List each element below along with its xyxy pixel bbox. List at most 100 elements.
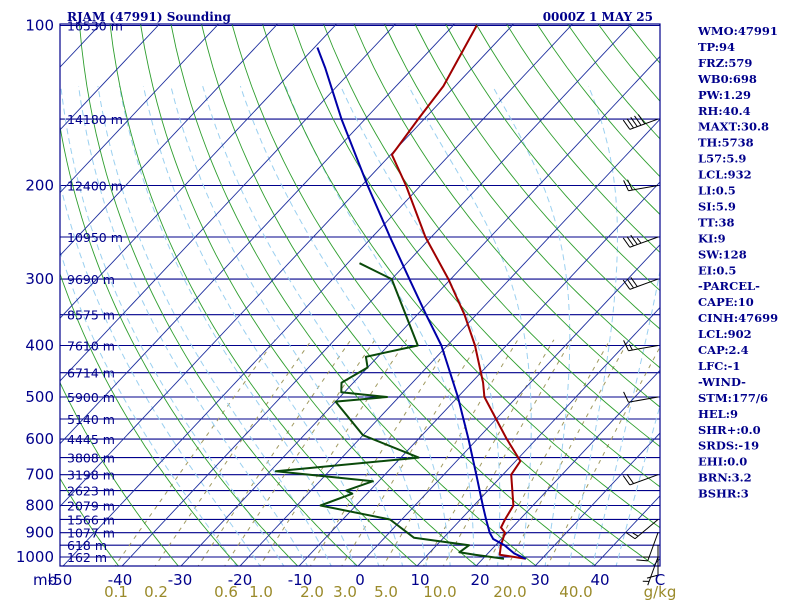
isotherm-0 [357, 244, 660, 566]
wind-barb-flag [623, 180, 629, 191]
indices-panel: WMO:47991 TP:94 FRZ:579 WB0:698 PW:1.29 RH:40… [697, 24, 778, 501]
index-line: WB0:698 [697, 72, 757, 86]
mixing-ratio-tick: 1.0 [249, 583, 273, 600]
pressure-label: 500 [25, 388, 54, 406]
dry-adiabat-400 [475, 24, 660, 254]
height-label: 5140 m [67, 412, 115, 427]
dry-adiabat-250 [60, 272, 239, 566]
wind-barb-flag [626, 236, 634, 247]
index-line: TH:5738 [698, 136, 754, 150]
wind-barb-flag [634, 115, 642, 126]
moist-adiabat-12 [202, 85, 427, 566]
moist-adiabat-8 [170, 85, 404, 566]
isotherm-40 [593, 495, 660, 566]
pressure-label: 400 [25, 336, 54, 354]
dry-adiabat-320 [231, 24, 657, 566]
parcel-profile [316, 47, 527, 560]
wind-barb-staff [629, 236, 659, 248]
isotherm-10 [416, 306, 660, 566]
height-label: 8575 m [67, 308, 115, 323]
temperature-tick: -20 [228, 571, 253, 589]
dry-adiabat-lines [60, 24, 660, 566]
plot-frame [59, 23, 661, 567]
wind-barb [623, 340, 659, 352]
index-line: BSHR:3 [698, 487, 749, 501]
index-line: CAP:2.4 [698, 343, 749, 357]
index-line: -WIND- [698, 375, 746, 389]
mixing-ratio-line [507, 339, 630, 566]
height-labels: 16530 m 14180 m 12400 m 10950 m 9690 m 8575 m… [67, 19, 123, 566]
index-line: CINH:47699 [698, 311, 778, 325]
mixing-ratio-tick: g/kg [644, 583, 677, 600]
wind-barb-flag [623, 391, 629, 403]
wind-barb [642, 556, 659, 586]
isotherm--100 [60, 24, 279, 257]
isotherm--150 [0, 1, 4, 568]
wind-barb-staff [647, 556, 659, 586]
dry-adiabat-290 [140, 24, 478, 566]
isotherm--10 [298, 181, 660, 566]
index-line: KI:9 [698, 231, 726, 245]
wind-barb-staff [629, 118, 659, 130]
height-label: 6714 m [67, 366, 115, 381]
isotherm--80 [60, 24, 397, 382]
index-line: STM:177/6 [698, 391, 768, 405]
height-label: 1566 m [67, 512, 115, 527]
wind-barb-flag [627, 179, 633, 191]
mixing-ratio-line [154, 339, 313, 566]
wind-barb [623, 179, 659, 192]
mixing-ratio-line [197, 339, 352, 566]
index-line: LCL:932 [698, 168, 752, 182]
pressure-labels: 100 200 300 400 500 600 700 800 900 1000 [16, 17, 54, 567]
moist-adiabat--4 [97, 86, 332, 566]
wind-barb [623, 391, 659, 403]
pressure-label: 100 [25, 17, 54, 35]
mixing-ratio-line [259, 339, 408, 566]
mixing-ratio-ticks: 0.1 0.2 0.6 1.0 2.0 3.0 5.0 10.0 20.0 40.0 g/kg [104, 583, 676, 600]
dry-adiabat-300 [170, 24, 537, 566]
moist-adiabat-lines [60, 85, 660, 566]
isotherm--40 [121, 24, 633, 566]
height-label: 14180 m [67, 112, 123, 127]
index-line: FRZ:579 [698, 56, 752, 70]
wind-barb-half [628, 344, 633, 351]
isotherm-30 [534, 432, 660, 566]
index-line: EHI:0.0 [698, 455, 747, 469]
dry-adiabat-340 [292, 24, 660, 488]
dry-adiabat-430 [567, 24, 660, 140]
temperature-tick: C [655, 571, 665, 589]
mixing-ratio-tick: 0.6 [214, 583, 238, 600]
temperature-tick: -50 [48, 571, 73, 589]
wind-barb [622, 277, 659, 290]
index-line: MAXT:30.8 [698, 120, 769, 134]
index-line: -PARCEL- [698, 279, 760, 293]
dry-adiabat-310 [201, 24, 597, 566]
moist-adiabat-16 [239, 85, 451, 566]
wind-barb-flag [630, 234, 638, 245]
index-line: SI:5.9 [698, 199, 736, 213]
temperature-profile [390, 25, 526, 560]
height-label: 10950 m [67, 230, 123, 245]
temperature-tick: 40 [590, 571, 609, 589]
height-label: 16530 m [67, 19, 123, 34]
index-line: LFC:-1 [698, 359, 740, 373]
isotherm-lines [0, 1, 660, 568]
background-lines [0, 1, 660, 568]
height-label: 2079 m [67, 498, 115, 513]
wind-barb-half [632, 532, 639, 537]
isotherm-20 [475, 369, 660, 566]
temperature-tick: 10 [410, 571, 429, 589]
temperature-tick: -30 [168, 571, 193, 589]
mixing-ratio-line [546, 346, 660, 566]
index-line: LCL:902 [698, 327, 752, 341]
wind-barb [625, 519, 659, 540]
wind-barb-flag [625, 531, 636, 540]
temperature-tick: -10 [288, 571, 313, 589]
wind-barb-staff [628, 396, 659, 403]
temperature-ticks: mb-50 -40 -30 -20 -10 0 10 20 30 40 C [33, 571, 665, 589]
temperature-tick: -40 [108, 571, 133, 589]
wind-barb [622, 114, 659, 130]
wind-barb-flag [622, 279, 631, 290]
sounding-profiles [274, 25, 527, 560]
